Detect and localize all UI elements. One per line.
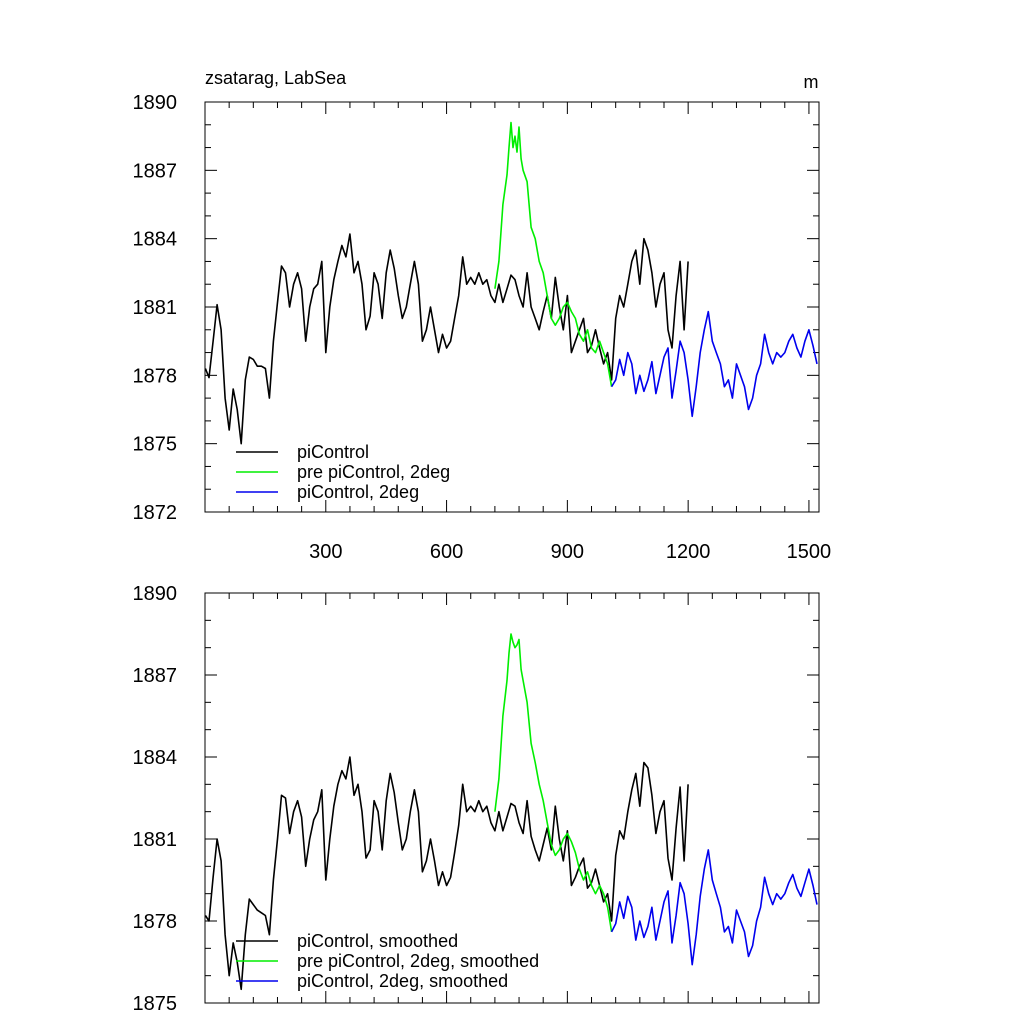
y-tick-label: 1890 [133, 583, 178, 605]
legend-label: pre piControl, 2deg [297, 462, 450, 482]
y-tick-label: 1881 [133, 829, 178, 851]
panel-1: 1872 1875 1878 1881 1884 1887 1890 300 600 900 120… [133, 68, 832, 563]
legend-label: piControl [297, 442, 369, 462]
legend-label: piControl, 2deg [297, 482, 419, 502]
x-tick-label: 1200 [666, 541, 711, 563]
y-tick-label: 1887 [133, 160, 178, 182]
legend-label: piControl, 2deg, smoothed [297, 971, 508, 991]
series-line-1 [204, 233, 689, 445]
y-tick-label: 1890 [133, 92, 178, 114]
series-line-2 [494, 121, 613, 387]
legend-label: piControl, smoothed [297, 931, 458, 951]
legend-label: pre piControl, 2deg, smoothed [297, 951, 539, 971]
x-tick-label: 600 [430, 541, 463, 563]
x-tick-label: 300 [309, 541, 342, 563]
series-line-3 [610, 849, 818, 966]
plot-frame [204, 592, 820, 1004]
y-tick-label: 1878 [133, 365, 178, 387]
series-line-2 [494, 633, 613, 933]
series-line-1 [204, 756, 689, 991]
series-line-3 [610, 310, 818, 418]
y-tick-label: 1884 [133, 229, 178, 251]
y-tick-label: 1884 [133, 747, 178, 769]
y-tick-label: 1875 [133, 993, 178, 1015]
x-tick-label: 1500 [787, 541, 832, 563]
y-tick-label: 1875 [133, 434, 178, 456]
panel-2: 1875 1878 1881 1884 1887 1890 piControl, smoot… [133, 583, 820, 1015]
units-label: m [804, 72, 819, 92]
y-tick-label: 1881 [133, 297, 178, 319]
y-tick-label: 1872 [133, 502, 178, 524]
x-tick-label: 900 [551, 541, 584, 563]
y-tick-label: 1878 [133, 911, 178, 933]
chart-title: zsatarag, LabSea [205, 68, 347, 88]
y-tick-label: 1887 [133, 665, 178, 687]
